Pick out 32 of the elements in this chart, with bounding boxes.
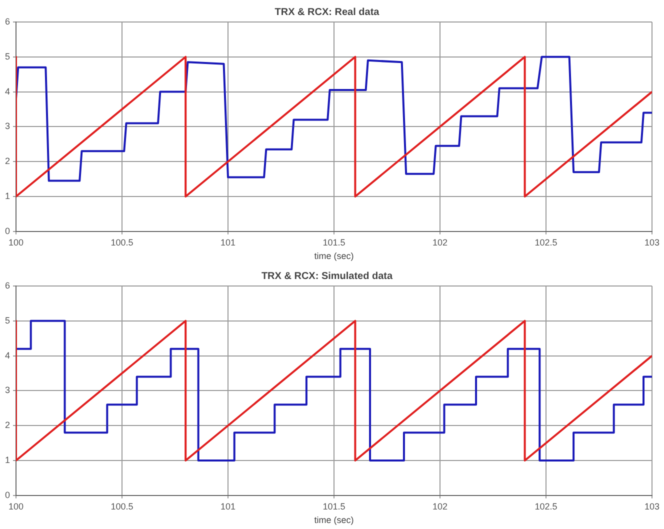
y-tick-label: 1 bbox=[4, 454, 10, 465]
x-tick-label: 101 bbox=[220, 501, 236, 512]
y-tick-label: 3 bbox=[4, 121, 10, 132]
y-tick-label: 5 bbox=[4, 51, 10, 62]
x-tick-label: 102.5 bbox=[534, 501, 558, 512]
chart-title: TRX & RCX: Simulated data bbox=[261, 270, 393, 282]
x-axis-title: time (sec) bbox=[314, 515, 354, 526]
x-tick-label: 102.5 bbox=[534, 237, 558, 248]
x-tick-label: 101.5 bbox=[322, 237, 346, 248]
x-tick-label: 102 bbox=[432, 237, 448, 248]
x-tick-label: 100 bbox=[8, 237, 24, 248]
y-tick-label: 2 bbox=[4, 156, 10, 166]
x-tick-label: 103 bbox=[644, 237, 660, 248]
y-tick-label: 3 bbox=[4, 385, 10, 396]
y-tick-label: 6 bbox=[4, 280, 10, 290]
x-tick-label: 101.5 bbox=[322, 501, 346, 512]
y-tick-label: 2 bbox=[4, 420, 10, 430]
y-tick-label: 1 bbox=[4, 190, 10, 201]
x-axis-title: time (sec) bbox=[314, 251, 354, 262]
y-tick-label: 4 bbox=[4, 350, 10, 360]
y-tick-label: 6 bbox=[4, 16, 10, 26]
y-tick-label: 5 bbox=[4, 315, 10, 326]
x-tick-label: 100.5 bbox=[110, 237, 134, 248]
x-tick-label: 100.5 bbox=[110, 501, 134, 512]
x-tick-label: 101 bbox=[220, 237, 236, 248]
y-tick-label: 0 bbox=[4, 490, 10, 500]
x-tick-label: 100 bbox=[8, 501, 24, 512]
y-tick-label: 0 bbox=[4, 226, 10, 236]
y-tick-label: 4 bbox=[4, 86, 10, 96]
chart-title: TRX & RCX: Real data bbox=[274, 6, 380, 18]
x-tick-label: 102 bbox=[432, 501, 448, 512]
x-tick-label: 103 bbox=[644, 501, 660, 512]
